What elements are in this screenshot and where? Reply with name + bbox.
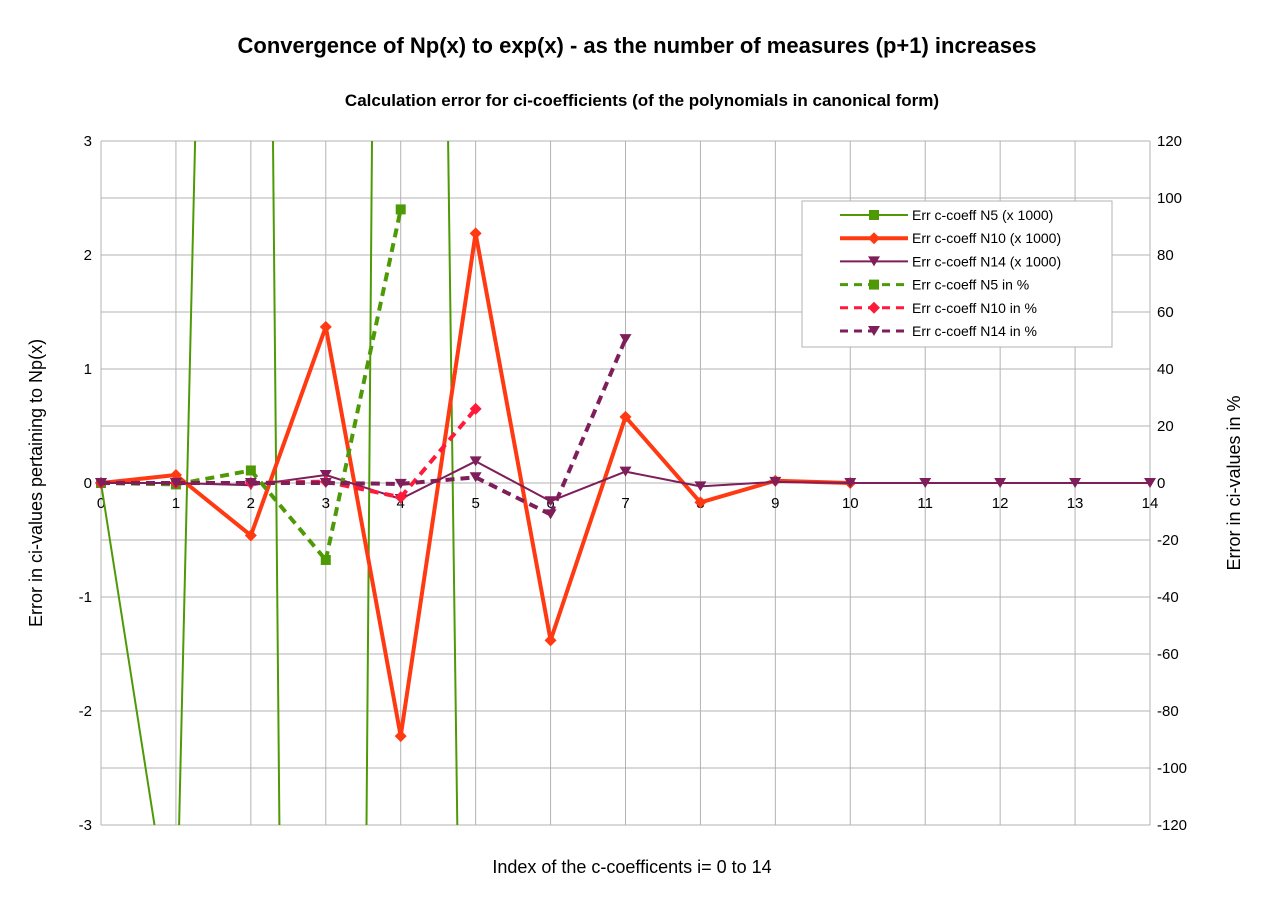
legend-marker-3 [869,279,879,290]
y-tick-label: -2 [79,703,92,720]
data-point-1 [694,496,707,509]
data-point-2 [919,478,932,488]
legend-entry-label: Err c-coeff N5 in % [912,277,1029,293]
x-tick-label: 13 [1067,495,1084,512]
series-line-5 [101,338,628,517]
data-point-2 [319,470,332,481]
data-point-1 [469,227,482,240]
y2-tick-label: 20 [1157,418,1174,435]
y2-tick-label: -40 [1157,589,1179,606]
x-tick-label: 14 [1142,495,1159,512]
data-point-4 [394,491,407,504]
x-tick-label: 11 [917,495,933,512]
y-tick-label: 1 [84,361,92,378]
data-point-2 [694,481,707,492]
data-point-3 [320,554,331,565]
data-point-2 [1144,478,1156,488]
legend-entry-label: Err c-coeff N14 (x 1000) [912,253,1061,269]
y-tick-label: 0 [84,475,92,492]
legend-marker-5 [868,326,880,336]
y2-tick-label: -120 [1157,817,1187,834]
data-point-1 [319,320,332,333]
data-point-2 [1069,478,1082,488]
data-point-5 [319,478,332,488]
data-point-2 [844,478,857,488]
x-tick-label: 9 [771,495,779,512]
y2-tick-label: -80 [1157,703,1179,720]
data-point-1 [619,410,632,423]
legend-marker-2 [868,256,880,267]
y-tick-label: 3 [84,133,92,150]
y2-axis-label: Error in ci-values in % [1224,395,1244,570]
data-point-2 [469,456,482,467]
x-tick-label: 10 [842,495,859,512]
series-line-1 [100,232,851,737]
x-tick-label: 2 [247,495,255,512]
legend-background [802,201,1112,347]
x-tick-label: 3 [322,495,330,512]
legend-box [801,200,1113,348]
x-tick-label: 5 [471,495,479,512]
data-point-2 [769,476,782,487]
x-axis-label: Index of the c-coefficents i= 0 to 14 [492,857,771,877]
data-point-2 [544,496,557,507]
x-tick-label: 0 [97,495,105,512]
series-group [95,140,1156,826]
y2-tick-label: -20 [1157,532,1179,549]
data-point-5 [95,478,107,488]
legend-marker-0 [869,210,879,220]
y2-tick-label: 0 [1157,475,1165,492]
data-point-2 [994,478,1007,488]
y2-tick-label: 40 [1157,361,1174,378]
chart-subtitle: Calculation error for ci-coefficients (o… [345,91,939,110]
y-axis-label: Error in ci-values pertaining to Np(x) [26,339,46,627]
data-point-2 [619,466,632,477]
data-point-1 [544,634,557,647]
data-point-5 [244,478,257,488]
data-point-3 [245,465,256,476]
legend: Err c-coeff N5 (x 1000) Err c-coeff N10 (… [801,200,1113,348]
data-point-3 [395,204,406,215]
data-point-5 [394,478,407,489]
y2-tick-label: 100 [1157,190,1182,207]
legend-marker-4 [868,301,880,314]
x-tick-label: 1 [172,495,180,512]
y2-tick-label: 120 [1157,133,1182,150]
data-point-1 [244,529,257,542]
data-point-5 [544,509,557,520]
y-tick-label: -1 [79,589,92,606]
x-tick-label: 7 [621,495,629,512]
y2-tick-label: 60 [1157,304,1174,321]
legend-entry-label: Err c-coeff N10 (x 1000) [912,230,1061,246]
y-tick-label: -3 [79,817,92,834]
data-point-1 [394,730,407,743]
chart-title: Convergence of Np(x) to exp(x) - as the … [238,33,1037,58]
data-point-5 [619,334,632,345]
legend-marker-1 [868,232,880,245]
legend-entry-label: Err c-coeff N5 (x 1000) [912,207,1053,223]
y2-tick-label: -60 [1157,646,1179,663]
y2-tick-label: -100 [1157,760,1187,777]
data-point-5 [469,472,482,483]
data-point-5 [169,478,182,488]
data-point-4 [469,402,482,415]
x-tick-label: 12 [992,495,1009,512]
legend-entry-label: Err c-coeff N10 in % [912,300,1037,316]
y-tick-label: 2 [84,247,92,264]
legend-entry-label: Err c-coeff N14 in % [912,323,1037,339]
y2-tick-label: 80 [1157,247,1174,264]
